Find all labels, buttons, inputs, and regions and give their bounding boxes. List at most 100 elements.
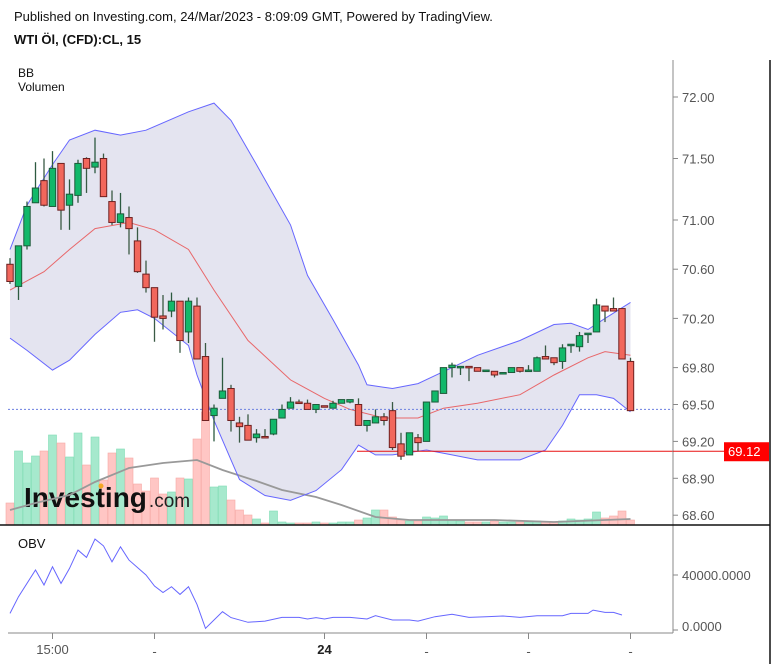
candle bbox=[303, 399, 312, 410]
candle bbox=[329, 400, 337, 409]
candle bbox=[448, 362, 456, 378]
candle bbox=[431, 390, 439, 403]
candle-body bbox=[82, 158, 91, 169]
candle-body bbox=[31, 187, 40, 204]
candle bbox=[575, 331, 584, 352]
candle-body bbox=[329, 402, 337, 409]
candle-body bbox=[184, 300, 193, 333]
candle bbox=[550, 357, 558, 366]
candle bbox=[201, 343, 210, 421]
candle-body bbox=[227, 388, 235, 421]
candle bbox=[482, 369, 490, 373]
candle bbox=[388, 402, 397, 451]
candle bbox=[261, 429, 269, 439]
candle bbox=[609, 297, 618, 312]
candle bbox=[363, 419, 371, 432]
candle-body bbox=[14, 245, 23, 287]
volume-legend: Volumen bbox=[18, 80, 65, 94]
candle-body bbox=[388, 410, 397, 449]
candle bbox=[193, 297, 201, 360]
obv-tick-label: 40000.0000 bbox=[682, 568, 751, 583]
candle-body bbox=[414, 437, 422, 444]
candle bbox=[320, 405, 329, 408]
candle-body bbox=[210, 407, 218, 417]
candle-body bbox=[490, 370, 499, 376]
candle bbox=[337, 399, 346, 404]
bollinger-lower bbox=[9, 309, 631, 501]
candle bbox=[65, 179, 74, 230]
candle bbox=[176, 300, 184, 353]
candle bbox=[499, 372, 507, 375]
bollinger-fill bbox=[10, 103, 631, 501]
volume-bar bbox=[617, 510, 627, 526]
price-tick-label: 69.80 bbox=[682, 361, 715, 376]
candle-body bbox=[541, 356, 550, 360]
candle bbox=[541, 345, 550, 360]
candle bbox=[456, 365, 465, 375]
candle bbox=[278, 404, 286, 419]
candle bbox=[125, 206, 133, 255]
candle bbox=[269, 418, 278, 436]
candle-body bbox=[320, 405, 329, 408]
price-tick-label: 70.20 bbox=[682, 311, 715, 326]
candle-body bbox=[405, 432, 414, 456]
candle bbox=[74, 159, 82, 203]
candle bbox=[397, 432, 405, 460]
obv-tick-label: 0.0000 bbox=[682, 619, 722, 634]
price-marker-label: 69.12 bbox=[728, 444, 761, 459]
price-marker-badge bbox=[724, 442, 769, 462]
candle bbox=[48, 151, 57, 207]
candle bbox=[99, 153, 108, 198]
candle bbox=[354, 398, 363, 426]
candle-body bbox=[57, 162, 65, 211]
candle-body bbox=[133, 240, 142, 273]
candle-body bbox=[567, 343, 575, 347]
candle bbox=[235, 416, 244, 443]
investing-logo: Investing .com bbox=[24, 482, 190, 513]
volume-bar bbox=[192, 438, 202, 526]
candle-body bbox=[397, 443, 405, 457]
candle-body bbox=[371, 416, 380, 424]
candle-body bbox=[167, 300, 176, 312]
candle-body bbox=[380, 416, 388, 421]
candle bbox=[227, 384, 235, 432]
candle bbox=[295, 399, 303, 405]
candle-body bbox=[150, 287, 159, 318]
candle bbox=[507, 367, 516, 374]
candle bbox=[439, 367, 448, 394]
candle-body bbox=[91, 161, 99, 168]
candle bbox=[618, 308, 626, 360]
candle bbox=[31, 162, 40, 204]
candle bbox=[108, 190, 116, 225]
volume-bar bbox=[592, 511, 601, 526]
candle bbox=[601, 305, 609, 323]
candle bbox=[533, 356, 541, 372]
candle bbox=[23, 201, 31, 250]
candle bbox=[14, 245, 23, 300]
time-tick-label: 24 bbox=[317, 642, 332, 657]
candle-body bbox=[99, 158, 108, 198]
candle-body bbox=[507, 367, 516, 374]
candle-body bbox=[618, 308, 626, 360]
candle-body bbox=[499, 372, 507, 375]
candle-body bbox=[193, 305, 201, 360]
candle bbox=[346, 399, 354, 404]
candle-body bbox=[456, 365, 465, 369]
candle bbox=[414, 434, 422, 452]
candle bbox=[490, 370, 499, 378]
volume-bar bbox=[209, 486, 219, 526]
obv-line bbox=[9, 538, 623, 630]
volume-bar bbox=[218, 485, 227, 526]
price-tick-label: 72.00 bbox=[682, 90, 715, 105]
price-tick-label: 70.60 bbox=[682, 262, 715, 277]
candle bbox=[210, 404, 218, 442]
candle-body bbox=[584, 332, 592, 336]
time-tick-label: - bbox=[526, 644, 530, 659]
candle-body bbox=[278, 408, 286, 419]
volume-ma-line bbox=[9, 459, 631, 523]
volume-bar bbox=[226, 499, 236, 526]
candle-body bbox=[448, 364, 456, 369]
candle-body bbox=[439, 367, 448, 394]
candle bbox=[558, 344, 567, 369]
